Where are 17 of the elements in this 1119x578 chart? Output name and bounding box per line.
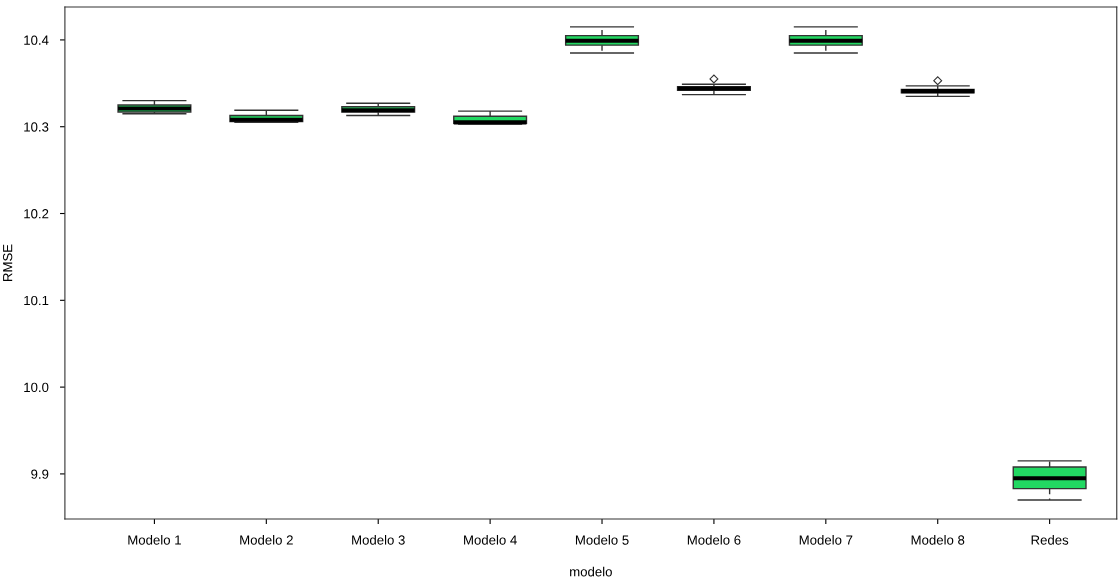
y-tick-label: 9.9 xyxy=(31,469,49,479)
x-tick-label: Modelo 2 xyxy=(240,535,293,545)
x-tick-label: Redes xyxy=(1031,535,1069,545)
x-axis-title: modelo xyxy=(570,566,612,577)
x-tick-label: Modelo 4 xyxy=(464,535,517,545)
y-tick-label: 10.4 xyxy=(24,35,49,45)
y-tick-label: 10.0 xyxy=(24,382,49,393)
x-tick-label: Modelo 5 xyxy=(575,535,629,545)
x-tick-label: Modelo 1 xyxy=(128,535,181,545)
x-tick-label: Modelo 8 xyxy=(911,535,965,545)
x-tick-label: Modelo 6 xyxy=(687,535,741,545)
x-tick-label: Modelo 7 xyxy=(799,535,853,545)
y-tick-label: 10.1 xyxy=(24,295,49,306)
y-tick-label: 10.2 xyxy=(24,209,49,219)
y-axis-title: RMSE xyxy=(2,244,13,281)
x-tick-label: Modelo 3 xyxy=(352,535,405,545)
y-tick-label: 10.3 xyxy=(24,122,49,132)
